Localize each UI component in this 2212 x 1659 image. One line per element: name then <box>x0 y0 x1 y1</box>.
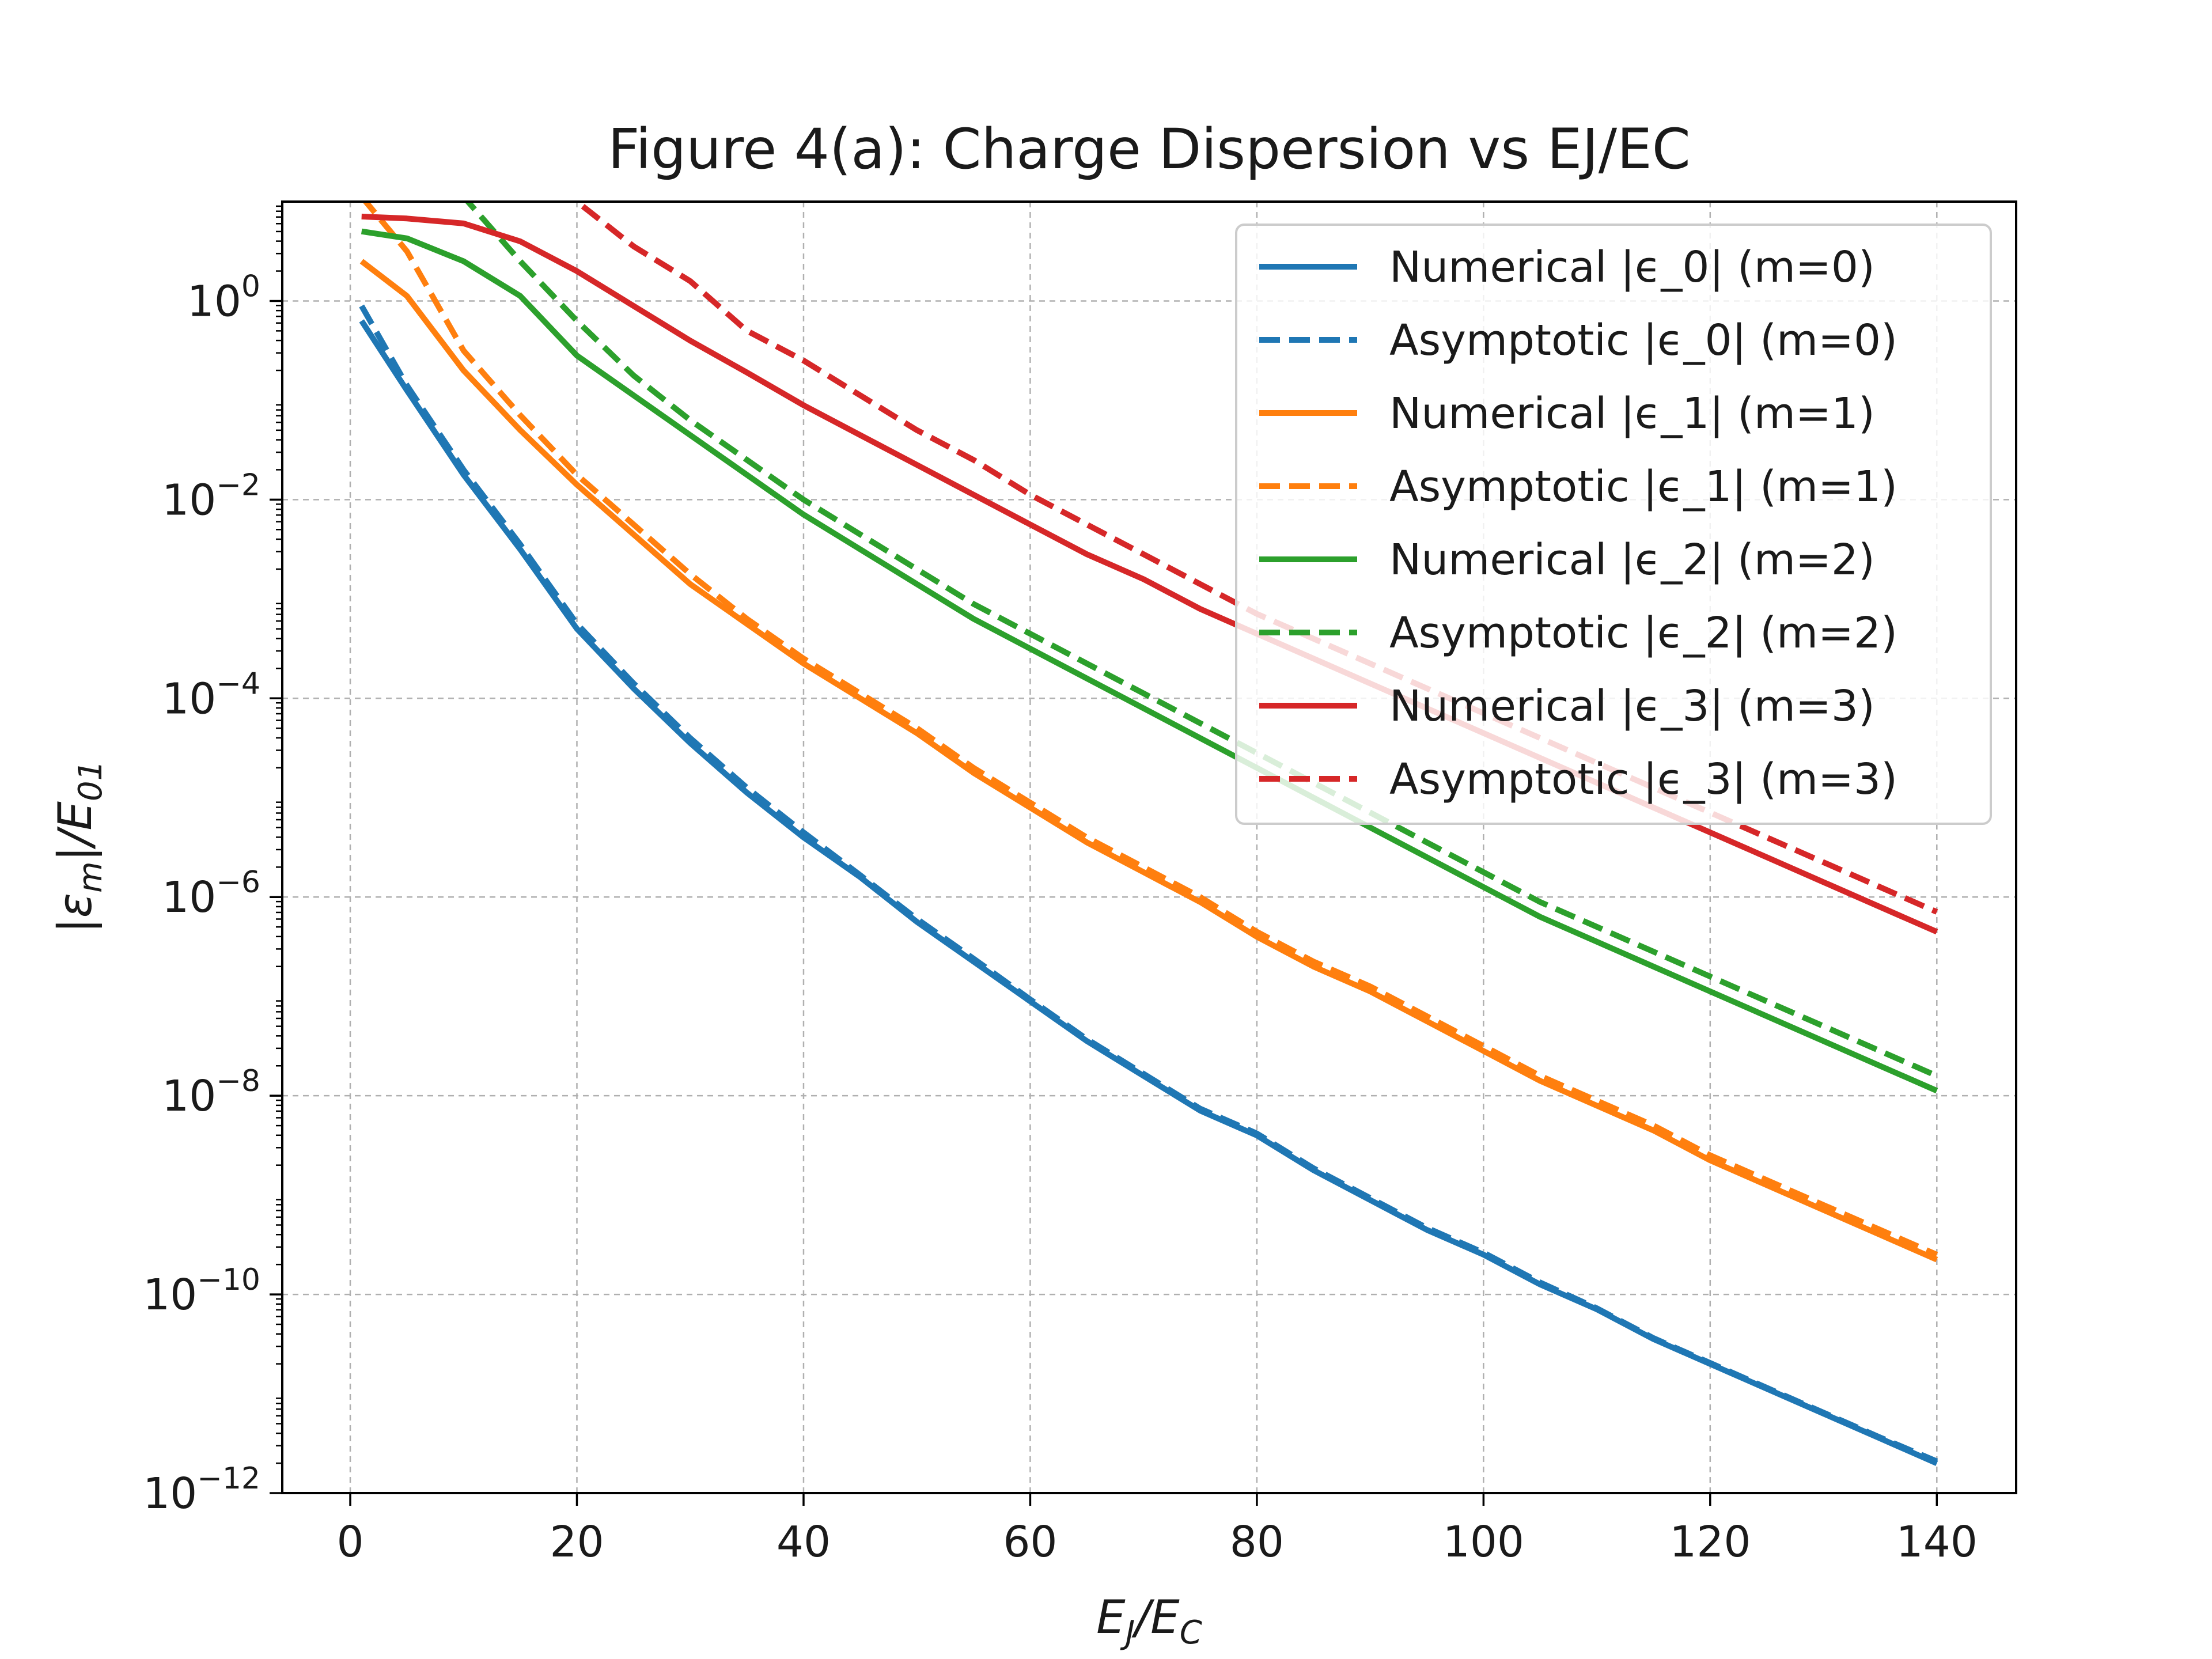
series-line-4 <box>361 228 1938 1094</box>
chart-title: Figure 4(a): Charge Dispersion vs EJ/EC <box>608 117 1691 181</box>
legend-label-7: Asymptotic |ϵ_3| (m=3) <box>1389 755 1897 804</box>
legend-label-2: Numerical |ϵ_1| (m=1) <box>1389 389 1875 438</box>
y-tick-label: 100 <box>187 269 260 326</box>
y-tick-label: 10−8 <box>162 1064 260 1121</box>
y-axis-ticks: 100 10−2 10−4 10−6 10−8 10−10 10−12 <box>143 205 282 1518</box>
x-axis-ticks: 0 20 40 60 80 100 120 140 <box>336 1493 1978 1567</box>
x-tick-label: 40 <box>777 1517 831 1567</box>
y-tick-label: 10−10 <box>143 1263 260 1320</box>
series-line-2 <box>359 259 1938 1263</box>
x-axis-label: EJ/EC <box>1096 1590 1202 1652</box>
legend-label-3: Asymptotic |ϵ_1| (m=1) <box>1389 462 1897 512</box>
y-axis-label: |εm|/E01 <box>48 760 109 933</box>
legend-box <box>1235 224 1992 825</box>
legend-label-0: Numerical |ϵ_0| (m=0) <box>1389 243 1875 292</box>
y-tick-label: 10−2 <box>162 468 260 525</box>
x-tick-label: 100 <box>1443 1517 1524 1567</box>
x-tick-label: 0 <box>336 1517 363 1567</box>
series-line-5 <box>464 202 1938 1079</box>
x-tick-label: 80 <box>1230 1517 1284 1567</box>
x-tick-label: 20 <box>550 1517 604 1567</box>
x-tick-label: 60 <box>1003 1517 1057 1567</box>
y-tick-label: 10−12 <box>143 1461 260 1518</box>
legend: Numerical |ϵ_0| (m=0) Asymptotic |ϵ_0| (m… <box>1235 224 1992 825</box>
legend-label-4: Numerical |ϵ_2| (m=2) <box>1389 535 1875 585</box>
x-tick-label: 140 <box>1896 1517 1978 1567</box>
legend-label-5: Asymptotic |ϵ_2| (m=2) <box>1389 608 1897 658</box>
y-tick-label: 10−6 <box>162 865 260 922</box>
series-line-1 <box>359 304 1938 1464</box>
series-line-3 <box>362 202 1938 1257</box>
legend-label-6: Numerical |ϵ_3| (m=3) <box>1389 681 1875 731</box>
x-tick-label: 120 <box>1669 1517 1751 1567</box>
y-tick-label: 10−4 <box>162 666 260 724</box>
plot-frame <box>281 200 2017 1494</box>
series-layer <box>359 202 1938 1466</box>
legend-label-1: Asymptotic |ϵ_0| (m=0) <box>1389 316 1897 365</box>
